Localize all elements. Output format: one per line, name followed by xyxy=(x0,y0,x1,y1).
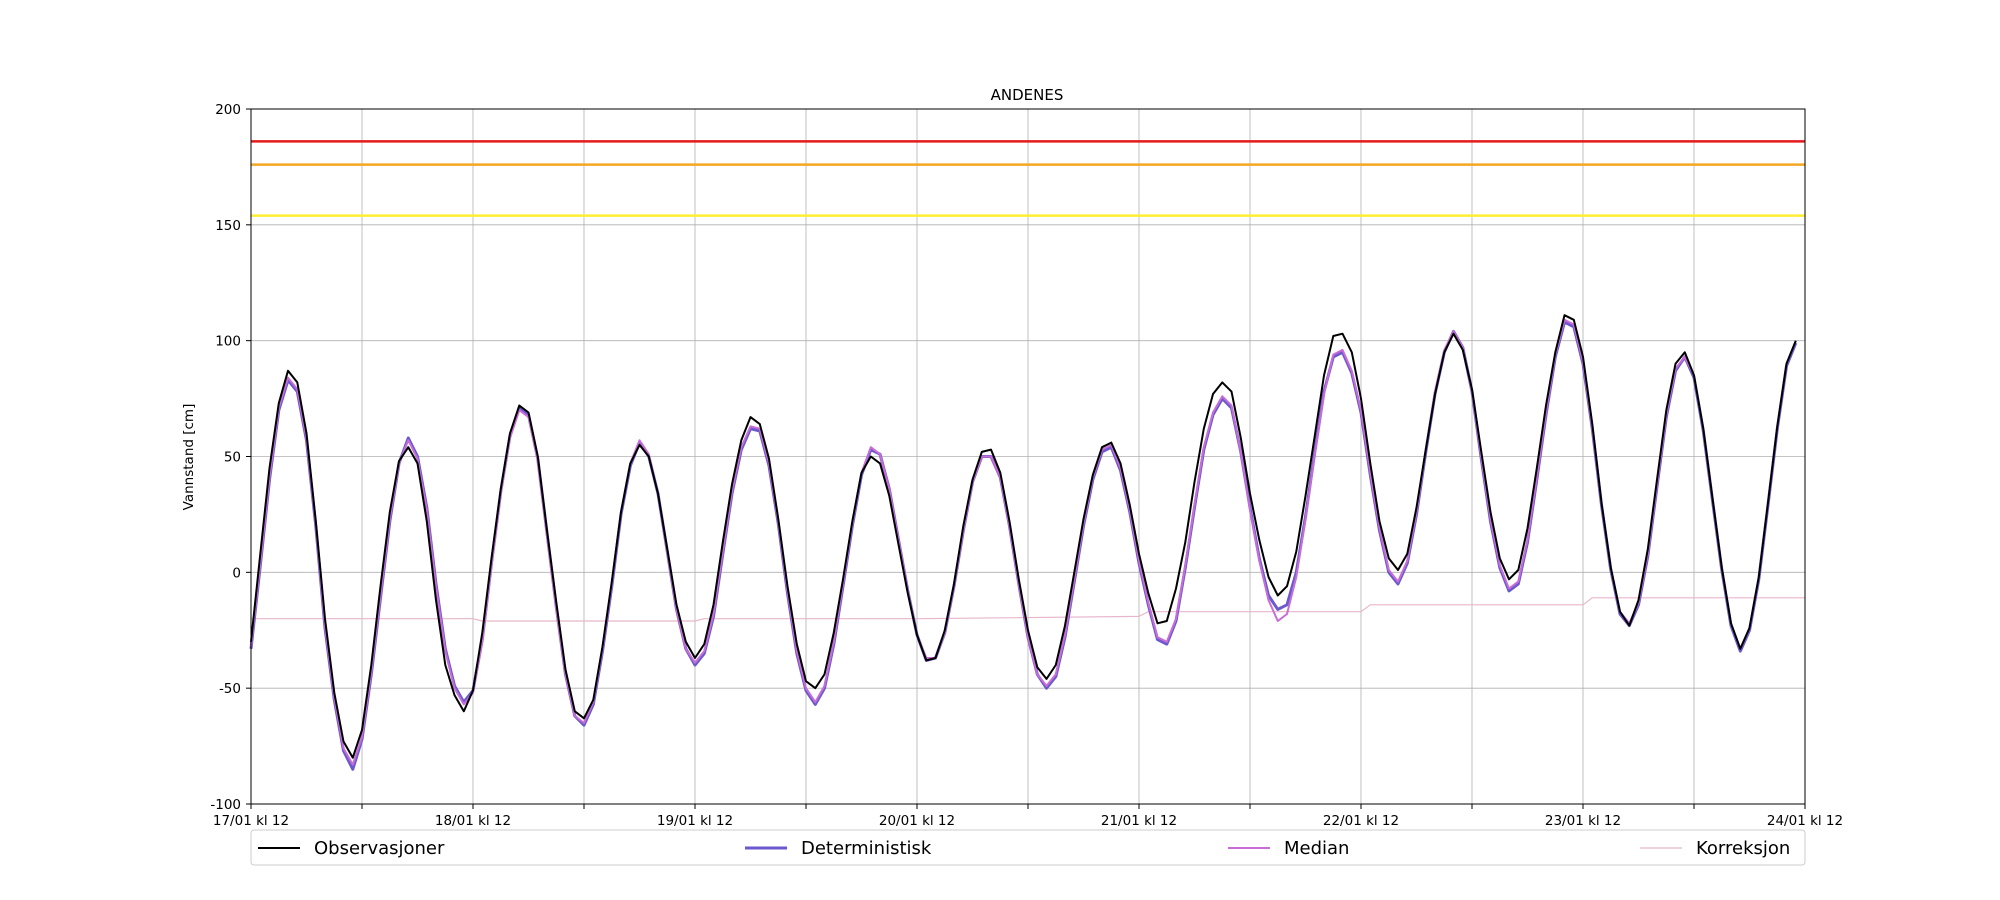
x-tick-label: 24/01 kl 12 xyxy=(1767,813,1843,829)
y-tick-label: 50 xyxy=(224,450,241,466)
y-tick-label: 0 xyxy=(232,565,241,581)
x-tick-label: 22/01 kl 12 xyxy=(1323,813,1399,829)
legend-label: Deterministisk xyxy=(801,838,932,859)
legend-item: Korreksjon xyxy=(1640,838,1790,859)
y-tick-label: -100 xyxy=(210,797,241,813)
y-axis: -100 -50 0 50 100 150 200 xyxy=(210,102,251,813)
y-tick-label: 100 xyxy=(215,334,241,350)
x-tick-label: 21/01 kl 12 xyxy=(1101,813,1177,829)
legend-frame xyxy=(250,829,1806,866)
x-tick-label: 18/01 kl 12 xyxy=(435,813,511,829)
legend-item: Observasjoner xyxy=(258,838,445,859)
x-tick-label: 23/01 kl 12 xyxy=(1545,813,1621,829)
legend-label: Median xyxy=(1284,838,1349,859)
threshold-lines xyxy=(251,140,1805,217)
legend-item: Deterministisk xyxy=(745,838,932,859)
x-axis: 17/01 kl 12 18/01 kl 12 19/01 kl 12 20/01 k… xyxy=(213,804,1843,829)
series-line-observasjoner xyxy=(250,314,1797,759)
y-tick-label: 150 xyxy=(215,218,241,234)
x-tick-label: 20/01 kl 12 xyxy=(879,813,955,829)
x-tick-label: 17/01 kl 12 xyxy=(213,813,289,829)
legend-label: Korreksjon xyxy=(1696,838,1790,859)
chart-title: ANDENES xyxy=(991,86,1064,104)
legend-label: Observasjoner xyxy=(314,838,445,859)
y-tick-label: -50 xyxy=(219,681,241,697)
x-tick-label: 19/01 kl 12 xyxy=(657,813,733,829)
series-line-korreksjon xyxy=(251,597,1805,622)
series-lines xyxy=(249,314,1805,771)
y-tick-label: 200 xyxy=(215,102,241,118)
legend: Observasjoner Deterministisk Median Korreks… xyxy=(250,829,1806,866)
legend-item: Median xyxy=(1228,838,1349,859)
plot-area xyxy=(249,108,1806,805)
y-axis-label: Vannstand [cm] xyxy=(181,404,197,511)
